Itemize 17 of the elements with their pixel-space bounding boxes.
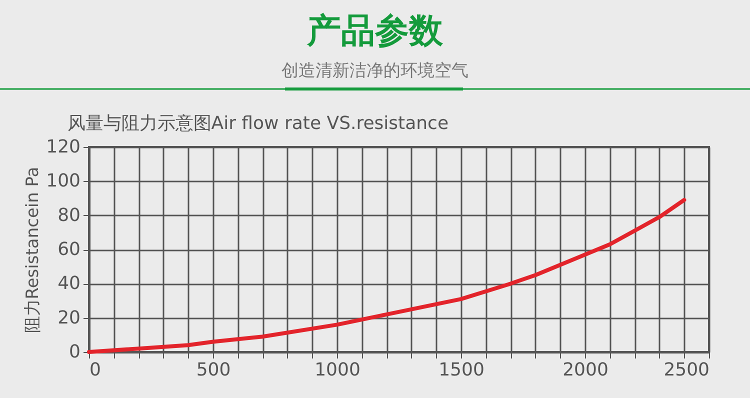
x-tick-label: 1500: [438, 360, 484, 380]
text: 创造清新洁净的环境空气: [282, 61, 468, 81]
text: 产品参数: [306, 11, 444, 51]
x-tick-label: 2000: [562, 360, 608, 380]
y-tick-label: 40: [58, 273, 80, 294]
chart-title: 风量与阻力示意图Air flow rate VS.resistance: [67, 113, 449, 134]
x-tick-label: 2500: [664, 360, 710, 380]
x-tick-label: 1000: [314, 360, 360, 380]
y-tick-label: 120: [46, 136, 80, 158]
y-tick-label: 0: [69, 342, 80, 362]
y-tick-label: 60: [58, 239, 80, 260]
y-tick-label: 20: [58, 307, 80, 328]
y-tick-label: 80: [58, 204, 80, 226]
x-tick-label: 0: [90, 360, 101, 380]
x-tick-label: 500: [196, 360, 231, 380]
y-tick-label: 100: [46, 170, 80, 192]
y-axis-title: 阻力Resistancein Pa: [23, 166, 44, 334]
